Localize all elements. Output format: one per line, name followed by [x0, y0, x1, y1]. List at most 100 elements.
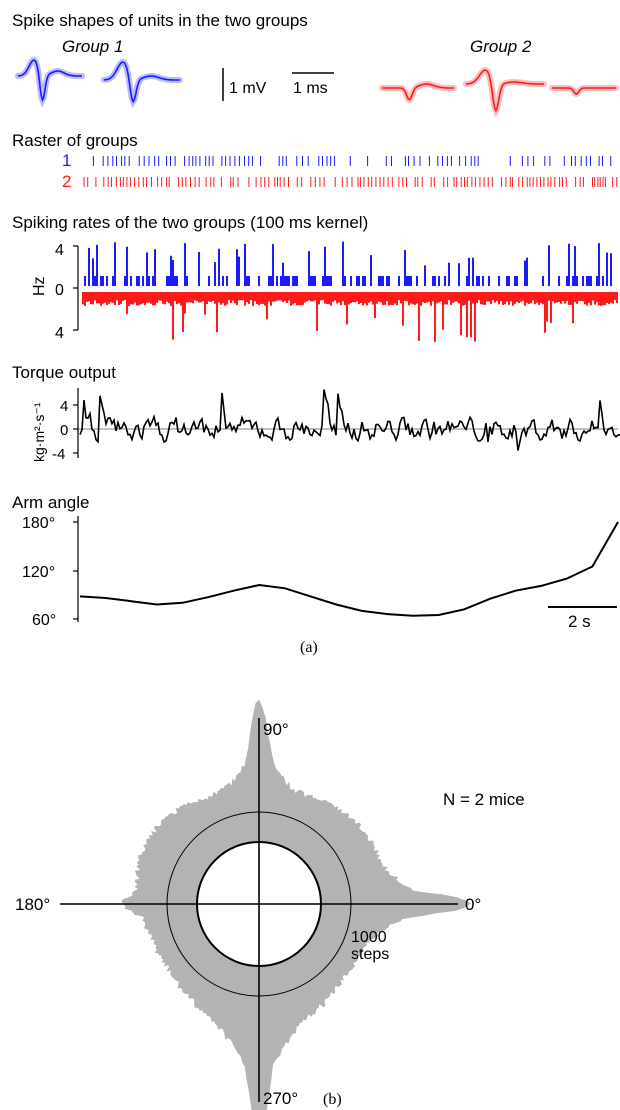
rate-bar-g1: [258, 276, 260, 286]
rate-bar-g2: [486, 292, 488, 302]
rate-bar-g1: [184, 243, 186, 286]
rate-bar-g2: [530, 292, 532, 304]
rate-bar-g1: [542, 276, 544, 286]
rate-bar-g2: [590, 292, 592, 306]
rate-bar-g2: [218, 292, 220, 303]
rate-bar-g2: [558, 292, 560, 302]
rate-bar-g1: [382, 276, 384, 286]
rate-bar-g1: [208, 276, 210, 286]
rate-bar-g1: [154, 249, 156, 286]
rate-bar-g1: [508, 276, 510, 286]
rate-bar-g2: [366, 292, 368, 306]
rate-bar-g1: [478, 276, 480, 286]
angle-90-label: 90°: [263, 720, 289, 739]
rate-bar-g2: [582, 292, 584, 302]
rate-bar-g1: [282, 262, 284, 286]
torque-title: Torque output: [12, 363, 116, 382]
rate-bar-g1: [444, 276, 446, 286]
rates-bars: [82, 241, 618, 342]
rate-bar-g2: [522, 292, 524, 301]
ring-label-unit: steps: [351, 946, 389, 963]
rate-bar-g1: [114, 242, 116, 286]
rate-bar-g2: [608, 292, 610, 305]
rate-bar-g2: [266, 292, 268, 320]
rate-bar-g2: [130, 292, 132, 305]
rate-bar-g2: [518, 292, 520, 304]
rate-bar-g2: [378, 292, 380, 302]
time-scale-label: 2 s: [568, 612, 591, 631]
rate-bar-g2: [282, 292, 284, 303]
rate-bar-g1: [558, 276, 560, 286]
rate-bar-g2: [498, 292, 500, 305]
torque-tick-0: 0: [60, 422, 68, 439]
spike-shapes-title: Spike shapes of units in the two groups: [12, 11, 308, 30]
rate-bar-g1: [276, 276, 278, 286]
rate-bar-g1: [152, 276, 154, 286]
spike-waveforms: [15, 56, 619, 118]
rate-bar-g1: [380, 276, 382, 286]
rate-bar-g1: [472, 257, 474, 286]
rate-bar-g2: [450, 292, 452, 305]
rate-bar-g1: [466, 276, 468, 286]
rate-bar-g1: [170, 255, 172, 286]
rate-bar-g2: [322, 292, 324, 301]
rate-bar-g2: [302, 292, 304, 305]
rate-bar-g2: [410, 292, 412, 304]
rate-bar-g1: [218, 248, 220, 286]
rate-bar-g2: [196, 292, 198, 302]
rate-bar-g2: [382, 292, 384, 306]
rate-bar-g2: [342, 292, 344, 302]
rate-bar-g2: [484, 292, 486, 305]
arm-angle-title: Arm angle: [12, 493, 89, 512]
rate-bar-g2: [178, 292, 180, 304]
arm-tick-60: 60°: [32, 612, 56, 629]
spike-g1-unit2-band: [101, 58, 183, 109]
rate-bar-g1: [322, 276, 324, 286]
rate-bar-g2: [136, 292, 138, 306]
rate-bar-g2: [278, 292, 280, 301]
rate-bar-g2: [176, 292, 178, 305]
rate-bar-g2: [248, 292, 250, 304]
rate-bar-g2: [234, 292, 236, 304]
rate-bar-g2: [206, 292, 208, 305]
rate-bar-g2: [402, 292, 404, 326]
rate-bar-g1: [468, 257, 470, 286]
rate-bar-g1: [294, 276, 296, 286]
rate-bar-g2: [434, 292, 436, 342]
spike-g2-unit3: [552, 87, 616, 95]
arm-axis: [73, 516, 79, 622]
rate-bar-g2: [610, 292, 612, 303]
rate-bar-g1: [314, 276, 316, 286]
rate-bar-g2: [476, 292, 478, 303]
rate-bar-g2: [272, 292, 274, 302]
rate-bar-g2: [268, 292, 270, 302]
rate-bar-g2: [246, 292, 248, 303]
rate-bar-g2: [426, 292, 428, 303]
rate-bar-g2: [212, 292, 214, 301]
rate-bar-g2: [544, 292, 546, 333]
rate-bar-g2: [510, 292, 512, 302]
rate-bar-g2: [150, 292, 152, 304]
rate-bar-g2: [188, 292, 190, 303]
caption-a: (a): [300, 639, 318, 656]
rate-bar-g1: [448, 262, 450, 286]
rate-bar-g2: [126, 292, 128, 315]
rate-bar-g2: [284, 292, 286, 301]
rate-bar-g2: [346, 292, 348, 325]
rate-bar-g2: [358, 292, 360, 305]
rate-bar-g2: [552, 292, 554, 302]
rate-bar-g2: [520, 292, 522, 302]
rate-bar-g2: [568, 292, 570, 305]
rate-bar-g1: [606, 252, 608, 286]
rate-bar-g2: [190, 292, 192, 303]
rate-bar-g2: [202, 292, 204, 302]
rate-bar-g2: [440, 292, 442, 302]
rate-bar-g2: [586, 292, 588, 306]
rate-bar-g2: [548, 292, 550, 301]
rate-bar-g2: [128, 292, 130, 306]
raster-title: Raster of groups: [12, 131, 138, 150]
rate-bar-g1: [84, 276, 86, 286]
rate-bar-g2: [574, 292, 576, 302]
rate-bar-g2: [570, 292, 572, 305]
rate-bar-g2: [306, 292, 308, 302]
